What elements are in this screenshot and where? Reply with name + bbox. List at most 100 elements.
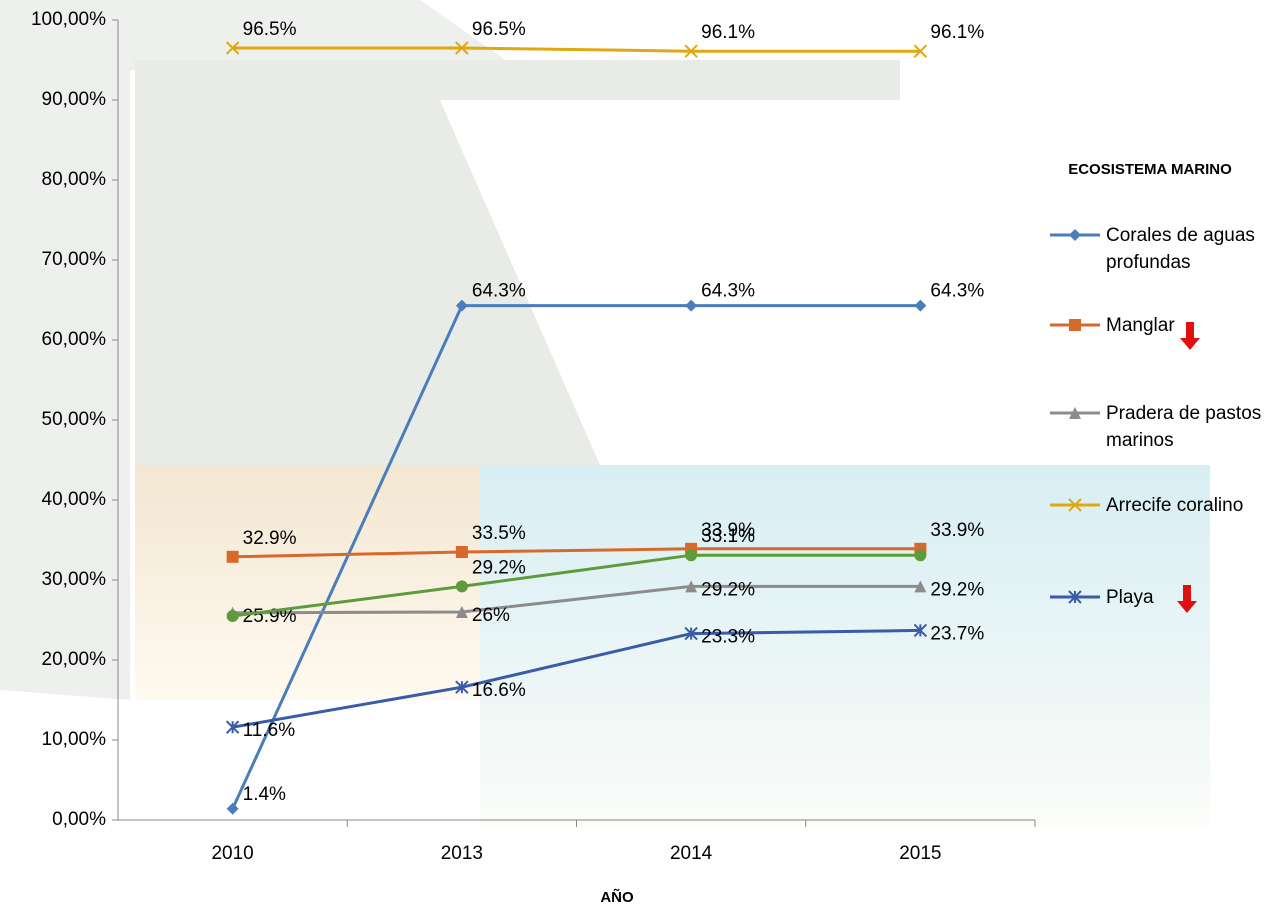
data-label: 29.2% (930, 579, 984, 600)
marker (226, 550, 239, 563)
y-tick-label: 90,00% (42, 89, 107, 110)
marker-shape (455, 41, 469, 55)
marker-shape (1069, 319, 1081, 331)
data-label: 64.3% (472, 281, 526, 302)
x-axis-title: AÑO (600, 888, 634, 906)
series-line (232, 46, 921, 53)
legend-label: Playa (1106, 587, 1154, 608)
legend-label: Pradera de pastos marinos (1106, 403, 1262, 451)
marker (914, 549, 927, 562)
x-tick-label: 2013 (441, 843, 483, 864)
data-label: 64.3% (930, 281, 984, 302)
y-tick-label: 10,00% (42, 729, 107, 750)
y-tick-label: 100,00% (31, 9, 106, 30)
marker (455, 606, 468, 618)
marker-shape (684, 626, 698, 641)
down-arrow (1180, 322, 1200, 350)
marker-shape (1069, 229, 1081, 241)
marker (225, 41, 240, 55)
marker-shape (914, 580, 927, 593)
marker-shape (225, 720, 240, 734)
data-label: 25.9% (243, 606, 297, 627)
marker-shape (455, 580, 468, 593)
data-label: 32.9% (243, 528, 297, 549)
marker (685, 299, 698, 312)
marker-shape (455, 299, 468, 312)
marker (226, 610, 239, 622)
data-label: 23.7% (930, 623, 984, 644)
background-shape (0, 0, 520, 700)
marker (455, 299, 468, 312)
marker (455, 680, 469, 694)
marker (1069, 407, 1081, 419)
marker-shape (913, 623, 928, 638)
series-line (231, 304, 921, 810)
marker (455, 580, 468, 593)
x-tick-label: 2010 (211, 843, 253, 864)
y-tick-label: 70,00% (42, 249, 107, 270)
marker-shape (226, 610, 239, 622)
legend-label: Manglar (1106, 315, 1175, 336)
marker-shape (685, 580, 698, 593)
series-line (232, 628, 921, 729)
data-label: 29.2% (472, 557, 526, 578)
marker (913, 44, 928, 58)
marker-shape (914, 549, 927, 562)
marker-shape (913, 44, 928, 58)
data-label: 96.1% (701, 22, 755, 43)
marker-shape (684, 44, 698, 58)
y-tick-label: 60,00% (42, 329, 107, 350)
background-shape (135, 60, 900, 465)
marker (1068, 498, 1082, 512)
legend-label: Corales de aguas profundas (1106, 225, 1255, 273)
marker-shape (685, 299, 698, 312)
data-label: 33.9% (701, 520, 755, 541)
marker (455, 41, 469, 55)
down-arrow (1177, 585, 1197, 613)
marker-shape (226, 802, 239, 815)
x-tick-label: 2015 (899, 843, 941, 864)
marker (1069, 229, 1081, 241)
data-label: 96.1% (930, 22, 984, 43)
data-label: 11.6% (243, 720, 296, 741)
y-tick-label: 30,00% (42, 569, 107, 590)
marker-shape (1068, 498, 1082, 512)
marker (1069, 319, 1081, 331)
legend-label: Arrecife coralino (1106, 495, 1244, 516)
series-line (232, 553, 921, 618)
series-line (232, 547, 921, 559)
x-tick-label: 2014 (670, 843, 713, 864)
y-tick-label: 80,00% (42, 169, 107, 190)
data-label: 64.3% (701, 281, 755, 302)
legend-title: ECOSISTEMA MARINO (1068, 161, 1232, 178)
data-label: 1.4% (243, 784, 286, 805)
data-label: 33.5% (472, 523, 526, 544)
marker (685, 580, 698, 593)
data-label: 33.9% (930, 520, 984, 541)
marker-shape (455, 606, 468, 618)
marker-shape (226, 550, 239, 563)
marker (913, 623, 928, 638)
marker (455, 546, 468, 558)
data-label: 16.6% (472, 680, 526, 701)
marker (685, 549, 698, 562)
data-label: 33.1% (701, 526, 755, 547)
background-shape (480, 465, 1210, 825)
series-line (232, 584, 921, 615)
marker-shape (914, 299, 927, 312)
marker (914, 299, 927, 312)
data-label: 96.5% (243, 19, 297, 40)
data-label: 23.3% (701, 627, 755, 648)
marker-shape (1068, 590, 1082, 604)
marker (1068, 590, 1082, 604)
marker-shape (225, 41, 240, 55)
marker-shape (455, 680, 469, 694)
marker (684, 44, 698, 58)
marker-shape (1069, 407, 1081, 419)
marker (226, 802, 239, 815)
y-tick-label: 50,00% (42, 409, 107, 430)
data-label: 29.2% (701, 579, 755, 600)
y-tick-label: 40,00% (42, 489, 107, 510)
